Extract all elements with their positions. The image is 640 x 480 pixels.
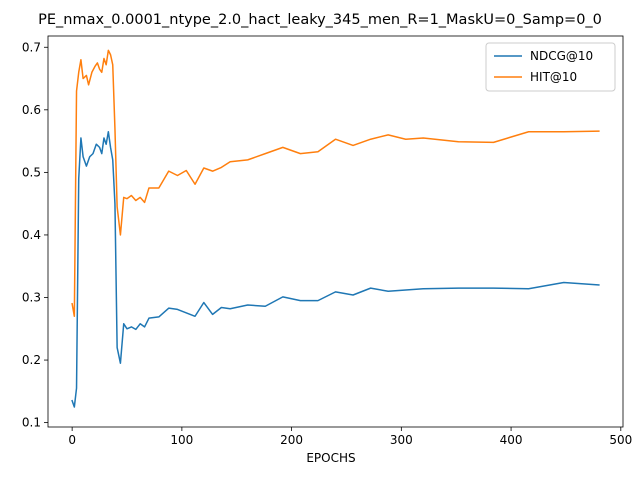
x-tick-label: 0: [68, 433, 76, 447]
legend: NDCG@10 HIT@10: [485, 42, 616, 92]
series-layer: [71, 49, 600, 408]
x-axis-label: EPOCHS: [306, 451, 355, 465]
chart-title: PE_nmax_0.0001_ntype_2.0_hact_leaky_345_…: [38, 12, 602, 28]
x-tick-label: 400: [500, 433, 523, 447]
series-line-ndcg: [71, 130, 600, 408]
legend-label: HIT@10: [530, 70, 577, 84]
y-tick-label: 0.7: [22, 40, 41, 54]
y-tick-label: 0.5: [22, 165, 41, 179]
axes-frame: [47, 35, 624, 428]
x-tick-label: 500: [609, 433, 632, 447]
y-tick-label: 0.4: [22, 228, 41, 242]
y-tick-label: 0.3: [22, 291, 41, 305]
y-tick-label: 0.6: [22, 103, 41, 117]
series-line-hit: [71, 49, 600, 318]
axes-layer: 0 100 200 300 400 500 0.1 0.2 0.3 0.4 0.5 0.6 0.7: [22, 35, 632, 447]
legend-label: NDCG@10: [530, 49, 593, 63]
y-tick-label: 0.2: [22, 353, 41, 367]
x-tick-label: 200: [280, 433, 303, 447]
x-tick-label: 300: [390, 433, 413, 447]
y-tick-label: 0.1: [22, 416, 41, 430]
legend-box: [485, 42, 616, 92]
x-tick-label: 100: [170, 433, 193, 447]
